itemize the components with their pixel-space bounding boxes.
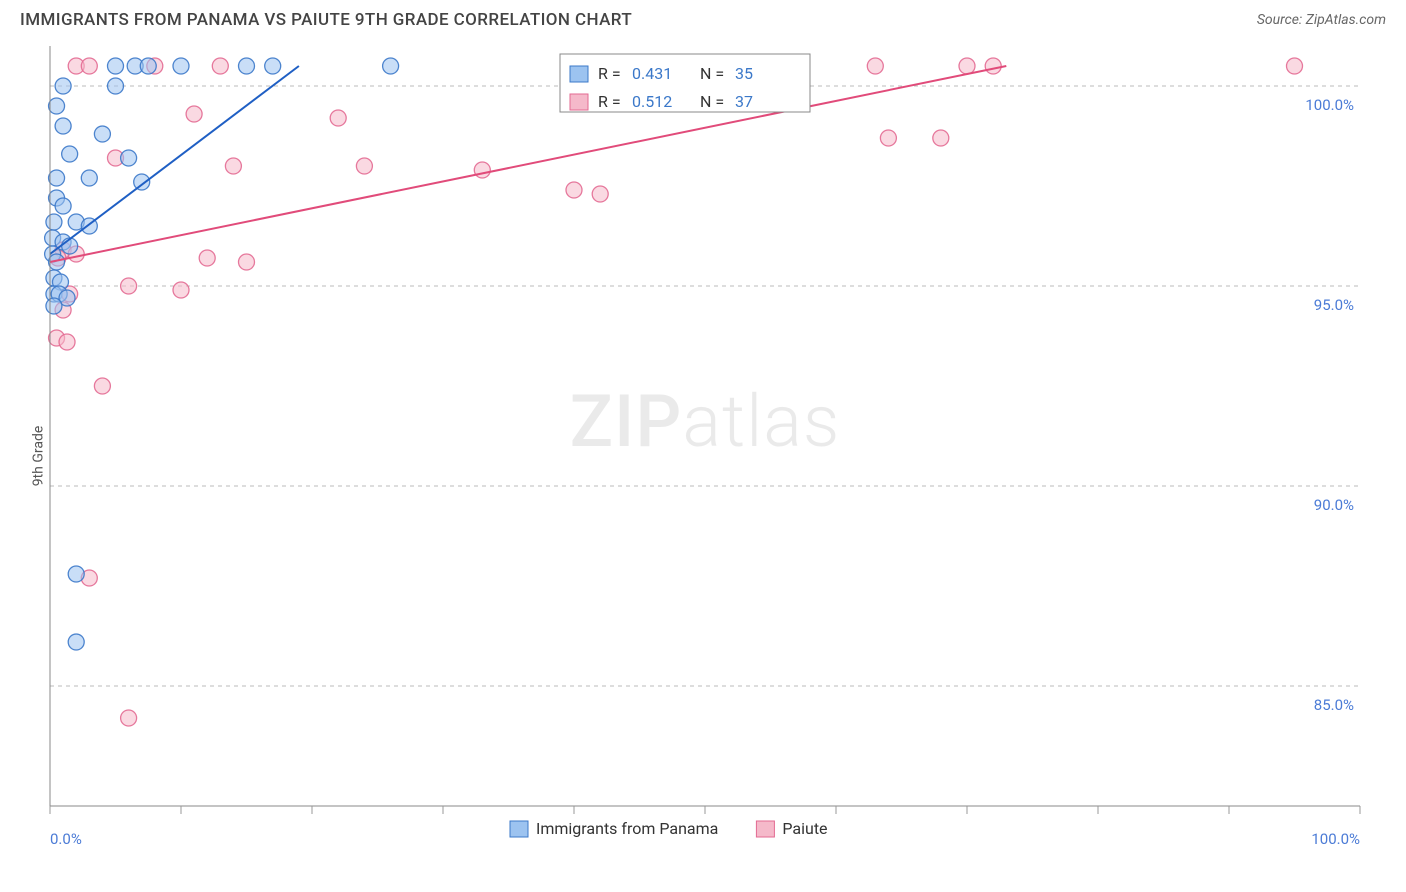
data-point — [62, 146, 78, 162]
data-point — [94, 126, 110, 142]
source-attribution: Source: ZipAtlas.com — [1257, 12, 1386, 28]
data-point — [81, 58, 97, 74]
data-point — [55, 78, 71, 94]
data-point — [121, 710, 137, 726]
legend-r-value: 0.431 — [632, 64, 672, 83]
data-point — [985, 58, 1001, 74]
data-point — [239, 254, 255, 270]
y-tick-label: 85.0% — [1314, 696, 1354, 714]
data-point — [173, 282, 189, 298]
legend-swatch — [510, 821, 528, 837]
legend-swatch — [570, 94, 588, 110]
data-point — [68, 634, 84, 650]
data-point — [212, 58, 228, 74]
data-point — [173, 58, 189, 74]
legend-r-label: R = — [598, 92, 621, 111]
y-tick-label: 90.0% — [1314, 496, 1354, 514]
data-point — [959, 58, 975, 74]
data-point — [239, 58, 255, 74]
data-point — [121, 278, 137, 294]
data-point — [1287, 58, 1303, 74]
legend-swatch — [570, 66, 588, 82]
data-point — [474, 162, 490, 178]
legend-n-label: N = — [700, 64, 724, 83]
data-point — [880, 130, 896, 146]
data-point — [108, 78, 124, 94]
data-point — [46, 214, 62, 230]
data-point — [566, 182, 582, 198]
data-point — [134, 174, 150, 190]
trend-line — [50, 66, 1006, 262]
legend-n-value: 35 — [735, 64, 753, 83]
data-point — [68, 566, 84, 582]
legend-r-value: 0.512 — [632, 92, 672, 111]
legend-r-label: R = — [598, 64, 621, 83]
legend-swatch — [756, 821, 774, 837]
data-point — [867, 58, 883, 74]
chart-container: 9th Grade 85.0% 90.0% 95.0% 100.0% ZIPatlas 0… — [0, 36, 1406, 876]
data-point — [49, 98, 65, 114]
watermark: ZIPatlas — [570, 379, 841, 464]
trend-line — [50, 66, 299, 254]
data-point — [356, 158, 372, 174]
legend-n-label: N = — [700, 92, 724, 111]
data-point — [225, 158, 241, 174]
data-point — [140, 58, 156, 74]
y-tick-label: 100.0% — [1305, 96, 1354, 114]
data-point — [265, 58, 281, 74]
legend-label: Immigrants from Panama — [536, 819, 718, 838]
legend-label: Paiute — [782, 819, 827, 838]
data-point — [383, 58, 399, 74]
data-point — [108, 58, 124, 74]
y-axis-label: 9th Grade — [30, 426, 46, 487]
legend-n-value: 37 — [735, 92, 753, 111]
data-point — [94, 378, 110, 394]
data-point — [933, 130, 949, 146]
x-tick-label: 100.0% — [1311, 830, 1360, 848]
header: IMMIGRANTS FROM PANAMA VS PAIUTE 9TH GRA… — [0, 0, 1406, 36]
data-point — [199, 250, 215, 266]
data-point — [49, 170, 65, 186]
x-tick-label: 0.0% — [50, 830, 82, 848]
data-point — [46, 298, 62, 314]
data-point — [121, 150, 137, 166]
scatter-chart: 85.0% 90.0% 95.0% 100.0% ZIPatlas 0.0% 100.0% R… — [0, 36, 1406, 876]
chart-title: IMMIGRANTS FROM PANAMA VS PAIUTE 9TH GRA… — [20, 10, 632, 30]
data-point — [55, 198, 71, 214]
data-point — [55, 118, 71, 134]
data-point — [81, 170, 97, 186]
y-tick-label: 95.0% — [1314, 296, 1354, 314]
data-point — [59, 334, 75, 350]
data-point — [592, 186, 608, 202]
data-point — [186, 106, 202, 122]
data-point — [330, 110, 346, 126]
